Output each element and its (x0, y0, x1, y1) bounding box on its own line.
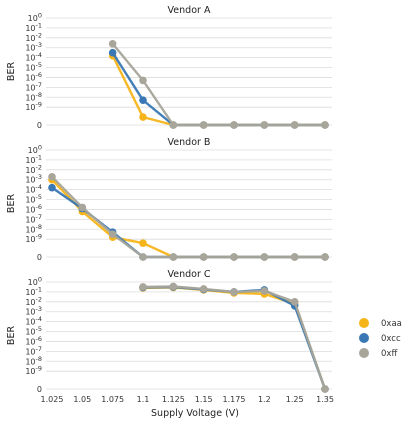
data-point-0xff (290, 253, 299, 261)
series-line-0xcc (51, 186, 325, 259)
y-tick-label: 100 (28, 276, 42, 288)
data-point-0xff (169, 121, 178, 129)
y-tick-label: 10-5 (25, 325, 42, 337)
data-point-0xff (321, 253, 329, 261)
y-tick-label: 10-5 (25, 193, 42, 205)
legend-marker-0xff (359, 348, 369, 358)
y-tick-label: 10-7 (25, 81, 42, 93)
series-line-0xff (111, 43, 325, 127)
y-tick-label: 10-3 (25, 41, 42, 53)
y-tick-label: 100 (28, 12, 42, 24)
x-tick-label: 1.125 (162, 395, 185, 404)
y-tick-label: 10-8 (25, 223, 42, 235)
y-tick-label: 10-1 (25, 285, 42, 297)
y-tick-label: 10-7 (25, 213, 42, 225)
legend-label: 0xcc (381, 334, 401, 344)
x-tick-label: 1.15 (195, 395, 213, 404)
y-tick-label: 10-3 (25, 173, 42, 185)
panel-title: Vendor A (168, 5, 211, 16)
data-point-0xff (290, 121, 299, 129)
data-point-0xaa (139, 239, 147, 247)
x-tick-label: 1.25 (286, 395, 304, 404)
data-point-0xff (199, 285, 208, 293)
y-tick-label: 10-7 (25, 345, 42, 357)
data-point-0xff (48, 172, 56, 181)
legend: 0xaa 0xcc 0xff (359, 318, 402, 359)
y-tick-label: 10-5 (25, 61, 42, 73)
y-tick-label: 10-4 (25, 183, 42, 195)
data-point-0xff (199, 121, 208, 129)
x-tick-label: 1.075 (101, 395, 124, 404)
data-point-0xff (321, 385, 329, 393)
legend-label: 0xff (381, 349, 398, 359)
y-tick-label: 10-4 (25, 315, 42, 327)
y-tick-label: 10-1 (25, 153, 42, 165)
y-axis-label: BER (6, 62, 17, 82)
data-point-0xff (169, 253, 178, 261)
data-point-0xff (78, 203, 87, 212)
y-tick-label: 10-6 (25, 71, 42, 83)
legend-marker-0xcc (359, 333, 369, 343)
data-point-0xcc (48, 183, 56, 192)
data-point-0xcc (108, 48, 117, 57)
y-tick-label: 10-8 (25, 91, 42, 103)
data-point-0xff (139, 253, 147, 261)
series-line-0xff (51, 175, 325, 259)
y-tick-label: 10-6 (25, 335, 42, 347)
x-tick-label: 1.025 (41, 395, 64, 404)
x-tick-label: 1.05 (73, 395, 91, 404)
data-point-0xff (139, 283, 147, 291)
y-tick-label: 10-9 (25, 233, 42, 245)
panel-title: Vendor B (168, 137, 211, 148)
y-tick-label: 0 (37, 385, 42, 394)
data-point-0xcc (139, 96, 147, 105)
y-axis-label: BER (6, 194, 17, 214)
data-point-0xff (321, 121, 329, 129)
panel-title: Vendor C (167, 269, 210, 280)
y-tick-label: 10-4 (25, 51, 42, 63)
y-tick-label: 10-2 (25, 31, 42, 43)
y-tick-label: 0 (37, 121, 42, 130)
data-point-0xff (108, 39, 117, 48)
data-point-0xff (199, 253, 208, 261)
y-tick-label: 10-2 (25, 295, 42, 307)
y-tick-label: 0 (37, 253, 42, 262)
data-point-0xff (139, 76, 147, 85)
x-tick-label: 1.1 (137, 395, 150, 404)
y-tick-label: 100 (28, 144, 42, 156)
x-tick-label: 1.175 (223, 395, 246, 404)
data-point-0xff (260, 287, 269, 295)
data-point-0xff (230, 288, 238, 296)
y-tick-label: 10-9 (25, 365, 42, 377)
x-tick-label: 1.2 (258, 395, 271, 404)
data-point-0xff (230, 253, 238, 261)
data-point-0xff (260, 253, 269, 261)
y-tick-label: 10-9 (25, 101, 42, 113)
x-tick-label: 1.35 (316, 395, 334, 404)
data-point-0xaa (139, 113, 147, 121)
data-point-0xff (230, 121, 238, 129)
data-point-0xff (108, 230, 117, 239)
y-tick-label: 10-2 (25, 163, 42, 175)
y-axis-label: BER (6, 326, 17, 346)
x-axis-label: Supply Voltage (V) (151, 408, 239, 419)
data-point-0xff (169, 282, 178, 291)
data-point-0xff (290, 298, 299, 306)
y-tick-label: 10-1 (25, 21, 42, 33)
y-tick-label: 10-6 (25, 203, 42, 215)
legend-label: 0xaa (381, 319, 402, 329)
legend-marker-0xaa (359, 318, 369, 328)
data-point-0xff (260, 121, 269, 129)
y-tick-label: 10-8 (25, 355, 42, 367)
y-tick-label: 10-3 (25, 305, 42, 317)
